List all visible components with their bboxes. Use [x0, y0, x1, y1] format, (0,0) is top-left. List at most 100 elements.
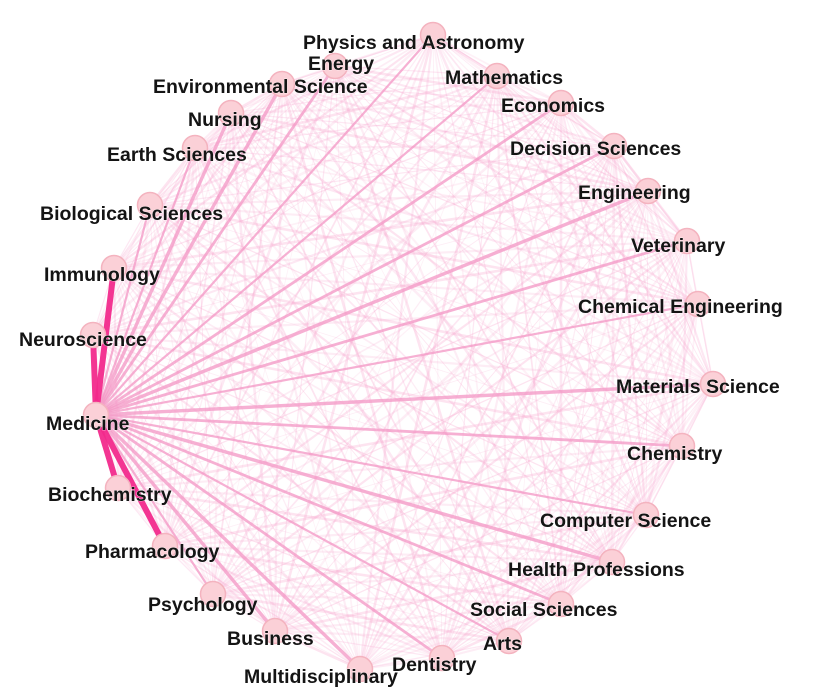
edge-medicine-energy — [94, 65, 337, 416]
node-medicine[interactable] — [82, 401, 110, 429]
node-mathematics[interactable] — [483, 62, 511, 90]
node-label-economics: Economics — [501, 95, 605, 117]
node-label-energy: Energy — [308, 53, 374, 75]
edge-chemeng-biochemistry — [117, 303, 699, 489]
node-neuroscience[interactable] — [79, 321, 107, 349]
edge-economics-arts — [508, 102, 562, 642]
edge-energy-mathematics — [334, 65, 498, 77]
edge-economics-chemeng — [559, 102, 700, 305]
edge-immunology-chemistry — [113, 267, 683, 447]
edge-physics-energy — [334, 33, 434, 68]
edge-materials-social — [559, 383, 715, 605]
node-engineering[interactable] — [634, 177, 662, 205]
edge-physics-arts — [432, 34, 510, 642]
node-materials[interactable] — [699, 370, 727, 398]
node-immunology[interactable] — [100, 254, 128, 282]
edge-physics-computer — [431, 34, 648, 516]
edge-mathematics-earth — [194, 74, 498, 150]
node-chemeng[interactable] — [684, 290, 712, 318]
edge-chemistry-social — [560, 445, 683, 605]
edge-business-multidisciplinary — [274, 629, 361, 671]
edge-mathematics-engineering — [496, 75, 649, 192]
node-nursing[interactable] — [217, 99, 245, 127]
node-label-health: Health Professions — [508, 559, 685, 581]
node-energy[interactable] — [321, 52, 349, 80]
node-pharmacology[interactable] — [151, 532, 179, 560]
edge-health-psychology — [212, 560, 613, 596]
edge-immunology-computer — [113, 267, 647, 516]
edge-materials-dentistry — [441, 383, 714, 659]
edge-engineering-biological — [149, 189, 649, 207]
edge-energy-arts — [333, 65, 511, 642]
edge-biological-health — [149, 204, 613, 563]
strong-edge-immunology-medicine — [93, 265, 117, 418]
edge-engineering-social — [560, 190, 649, 605]
edge-energy-social — [334, 65, 562, 605]
edge-mathematics-arts — [495, 75, 511, 642]
edge-mathematics-social — [496, 75, 562, 605]
edge-engineering-business — [274, 190, 649, 632]
edge-chemeng-dentistry — [440, 303, 700, 659]
node-earth[interactable] — [181, 134, 209, 162]
node-biochemistry[interactable] — [104, 474, 132, 502]
edge-decision-arts — [508, 145, 615, 642]
edge-energy-chemistry — [334, 65, 683, 447]
node-social[interactable] — [547, 590, 575, 618]
edge-earth-computer — [194, 147, 647, 516]
node-biological[interactable] — [136, 191, 164, 219]
node-label-neuroscience: Neuroscience — [19, 329, 147, 351]
edge-chemeng-neuroscience — [92, 302, 699, 337]
node-computer[interactable] — [632, 501, 660, 529]
edge-materials-pharmacology — [164, 383, 714, 547]
node-psychology[interactable] — [199, 580, 227, 608]
edge-economics-biochemistry — [117, 102, 562, 489]
edge-medicine-mathematics — [95, 75, 498, 416]
edge-economics-health — [559, 102, 614, 563]
edge-environmental-chemeng — [281, 83, 699, 305]
node-environmental[interactable] — [268, 70, 296, 98]
edge-earth-decision — [194, 144, 615, 150]
edge-physics-psychology — [211, 34, 435, 595]
edge-mathematics-dentistry — [441, 75, 498, 659]
edge-earth-chemistry — [194, 147, 683, 447]
edge-neuroscience-pharmacology — [91, 334, 167, 547]
edge-energy-business — [274, 65, 336, 632]
edge-medicine-physics — [95, 34, 434, 416]
node-veterinary[interactable] — [673, 227, 701, 255]
edge-pharmacology-dentistry — [164, 545, 443, 659]
edge-medicine-multidisciplinary — [94, 413, 362, 671]
node-multidisciplinary[interactable] — [346, 655, 374, 683]
edge-engineering-immunology — [113, 189, 649, 270]
edge-environmental-health — [280, 83, 614, 563]
edge-chemeng-business — [274, 303, 699, 632]
edge-biochemistry-dentistry — [117, 486, 443, 660]
edge-medicine-economics — [95, 101, 562, 417]
node-decision[interactable] — [600, 132, 628, 160]
node-dentistry[interactable] — [428, 644, 456, 672]
edge-economics-business — [274, 102, 562, 632]
edge-medicine-social — [95, 413, 562, 606]
edge-environmental-engineering — [281, 82, 649, 193]
edge-mathematics-biological — [149, 74, 498, 207]
node-label-earth: Earth Sciences — [107, 144, 247, 166]
edge-materials-biochemistry — [117, 382, 714, 490]
node-health[interactable] — [598, 548, 626, 576]
edge-chemeng-pharmacology — [164, 303, 699, 547]
edge-earth-pharmacology — [163, 147, 197, 547]
node-economics[interactable] — [547, 89, 575, 117]
edge-nursing-arts — [230, 112, 510, 642]
edge-mathematics-pharmacology — [164, 75, 498, 547]
edge-nursing-social — [230, 112, 562, 605]
edge-energy-health — [334, 65, 613, 563]
node-business[interactable] — [261, 617, 289, 645]
edge-mathematics-psychology — [211, 75, 499, 595]
node-physics[interactable] — [419, 21, 447, 49]
edge-earth-materials — [194, 146, 714, 386]
edge-medicine-environmental — [94, 83, 284, 416]
node-label-immunology: Immunology — [44, 264, 160, 286]
edge-medicine-nursing — [94, 112, 233, 416]
node-chemistry[interactable] — [668, 432, 696, 460]
edge-energy-materials — [334, 65, 714, 385]
node-arts[interactable] — [495, 627, 523, 655]
edge-economics-dentistry — [440, 102, 563, 659]
